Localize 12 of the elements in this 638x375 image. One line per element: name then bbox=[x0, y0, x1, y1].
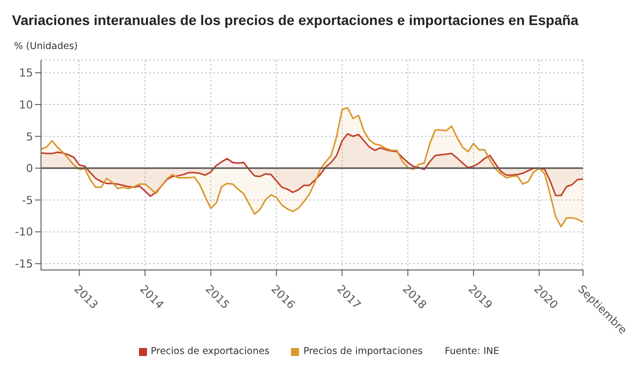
legend-label: Precios de importaciones bbox=[302, 346, 423, 357]
y-tick-label: -15 bbox=[15, 258, 33, 271]
y-tick-label: 10 bbox=[19, 98, 33, 112]
chart-title: Variaciones interanuales de los precios de exportaciones e importaciones en España bbox=[12, 12, 578, 28]
legend-label: Precios de exportaciones bbox=[150, 346, 270, 357]
source-note: Fuente: INE bbox=[444, 346, 500, 357]
y-tick-label: -10 bbox=[15, 226, 33, 239]
y-axis-title: % (Unidades) bbox=[14, 41, 78, 52]
y-tick-label: 0 bbox=[26, 162, 33, 176]
y-tick-label: -5 bbox=[22, 194, 33, 207]
y-tick-label: 15 bbox=[19, 66, 33, 80]
y-tick-label: 5 bbox=[26, 130, 33, 144]
